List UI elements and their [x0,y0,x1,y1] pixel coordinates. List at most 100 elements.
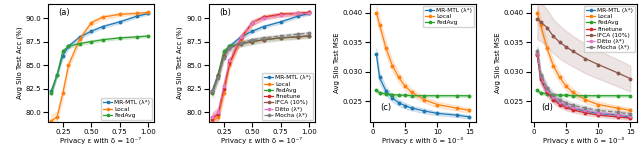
X-axis label: Privacy ε with δ = 10⁻⁷: Privacy ε with δ = 10⁻⁷ [221,137,303,144]
Line: FedAvg: FedAvg [211,35,310,95]
Mocha (λ*) [209,91,216,92]
Ditto (λ*) [563,104,570,106]
Local [53,116,61,118]
Local [237,38,244,40]
Line: Local: Local [375,12,470,112]
FedAvg [401,94,409,96]
Local [452,107,460,109]
MR-MTL (λ*) [59,55,67,57]
FedAvg [543,93,551,95]
Ditto (λ*) [537,75,545,77]
Finetune [556,104,564,105]
Local [401,85,409,87]
Finetune [534,54,541,56]
FedAvg [465,95,473,97]
MR-MTL (λ*) [226,45,234,47]
Ditto (λ*) [220,85,228,87]
Local [563,85,570,87]
Ditto (λ*) [277,14,285,16]
Ditto (λ*) [595,112,602,114]
MR-MTL (λ*) [220,55,228,57]
Line: Mocha (λ*): Mocha (λ*) [536,50,632,115]
FedAvg [88,41,95,43]
Y-axis label: Avg Silo Test Acc (%): Avg Silo Test Acc (%) [16,27,22,99]
MR-MTL (λ*) [65,45,72,47]
FedAvg [627,95,634,97]
Local [595,104,602,105]
Y-axis label: Avg Silo Test MSE: Avg Silo Test MSE [495,32,501,93]
MR-MTL (λ*) [543,90,551,92]
Ditto (λ*) [550,96,557,98]
Local [433,104,441,105]
Line: Finetune: Finetune [211,11,310,120]
Finetune [248,22,256,24]
Text: (d): (d) [541,103,554,112]
Line: Local: Local [536,12,632,112]
FedAvg [534,89,541,91]
MR-MTL (λ*) [376,76,383,78]
Mocha (λ*) [534,50,541,52]
FedAvg [595,95,602,97]
FedAvg [550,94,557,96]
Mocha (λ*) [305,32,313,34]
Local [99,16,106,18]
IFCA (10%) [614,72,621,74]
IFCA (10%) [277,37,285,39]
MR-MTL (λ*) [294,15,301,17]
Ditto (λ*) [543,89,551,91]
Finetune [209,118,216,120]
MR-MTL (λ*) [372,53,380,55]
X-axis label: Privacy ε with δ = 10⁻⁷: Privacy ε with δ = 10⁻⁷ [60,137,141,144]
Finetune [627,117,634,119]
IFCA (10%) [294,36,301,38]
FedAvg [99,39,106,41]
MR-MTL (λ*) [214,74,222,76]
Line: Mocha (λ*): Mocha (λ*) [211,32,310,93]
FedAvg [116,37,124,39]
IFCA (10%) [209,92,216,93]
MR-MTL (λ*) [433,112,441,114]
Finetune [277,13,285,15]
Local [395,76,403,78]
FedAvg [382,93,390,95]
FedAvg [433,95,441,97]
Ditto (λ*) [294,12,301,14]
Line: FedAvg: FedAvg [536,89,632,97]
Local [569,91,577,93]
MR-MTL (λ*) [382,90,390,92]
Line: IFCA (10%): IFCA (10%) [211,35,310,94]
FedAvg [209,92,216,94]
Local [537,24,545,26]
Mocha (λ*) [214,77,222,79]
FedAvg [395,94,403,96]
MR-MTL (λ*) [550,97,557,99]
FedAvg [388,94,396,96]
FedAvg [277,37,285,39]
Local [465,109,473,111]
Mocha (λ*) [614,111,621,113]
MR-MTL (λ*) [47,90,55,92]
IFCA (10%) [569,50,577,52]
Local [420,99,428,101]
Ditto (λ*) [260,17,268,19]
Ditto (λ*) [569,107,577,108]
Local [47,120,55,122]
Y-axis label: Avg Silo Test MSE: Avg Silo Test MSE [334,32,340,93]
Finetune [569,109,577,111]
Finetune [550,99,557,101]
FedAvg [305,35,313,37]
FedAvg [582,95,589,97]
Line: MR-MTL (λ*): MR-MTL (λ*) [50,12,150,92]
MR-MTL (λ*) [556,102,564,104]
FedAvg [569,95,577,97]
Mocha (λ*) [248,39,256,41]
IFCA (10%) [550,35,557,37]
Text: (c): (c) [381,103,392,112]
Local [214,116,222,118]
MR-MTL (λ*) [537,76,545,78]
Local [550,65,557,67]
Finetune [305,12,313,13]
Local [116,13,124,15]
Text: (b): (b) [220,8,232,16]
FedAvg [214,74,222,76]
